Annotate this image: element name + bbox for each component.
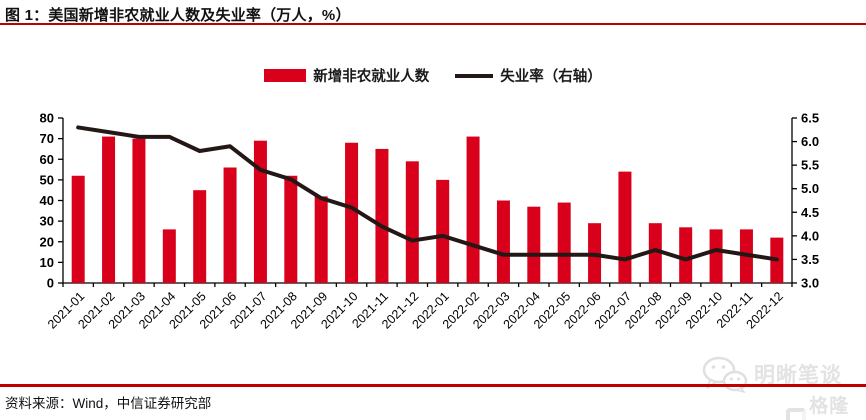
right-axis-label: 6.5 <box>801 111 819 126</box>
bar-2021-01 <box>71 175 85 283</box>
right-axis-label: 5.5 <box>801 158 819 173</box>
payrolls-unemployment-chart: 0 10 20 30 40 50 60 70 80 3.0 3.5 4.0 4.5 5.0 5.5 6.0 6.… <box>40 111 820 332</box>
bar-2021-11 <box>375 148 389 283</box>
left-axis-label: 80 <box>40 111 54 126</box>
data-source: 资料来源：Wind，中信证券研究部 <box>5 396 212 411</box>
unemployment-rate-line <box>76 125 779 262</box>
bar-2021-06 <box>223 167 237 283</box>
right-axis-label: 4.0 <box>801 228 819 243</box>
bar-2021-07 <box>253 140 267 283</box>
bar-2021-10 <box>345 142 359 283</box>
left-axis-label: 10 <box>40 255 54 270</box>
bar-2021-03 <box>132 138 146 283</box>
gelonghui-watermark: 格隆汇 <box>786 391 866 420</box>
left-axis-label: 60 <box>40 152 54 167</box>
bar-2021-02 <box>102 136 116 283</box>
left-axis-label: 30 <box>40 214 54 229</box>
line-series-label: 失业率（右轴） <box>500 69 602 85</box>
chart-legend: 新增非农就业人数 失业率（右轴） <box>0 65 866 86</box>
source-divider <box>0 384 866 387</box>
bar-series-swatch <box>264 69 307 82</box>
bar-2022-04 <box>527 206 541 283</box>
figure-title: 图 1：美国新增非农就业人数及失业率（万人，%） <box>5 7 351 24</box>
bar-2022-08 <box>648 223 662 283</box>
bar-2022-10 <box>709 229 723 283</box>
wechat-watermark: 明晰笔谈 <box>700 355 842 393</box>
bar-2021-05 <box>193 190 207 283</box>
gelonghui-logo-icon <box>786 407 807 420</box>
bar-2021-09 <box>314 196 328 283</box>
wechat-watermark-name: 明晰笔谈 <box>754 364 842 387</box>
line-series-swatch <box>455 73 494 78</box>
wechat-icon <box>702 356 748 393</box>
left-axis-label: 70 <box>40 131 54 146</box>
title-underline <box>0 23 866 25</box>
gelonghui-logo-text: 格隆汇 <box>809 396 850 417</box>
bar-2022-05 <box>557 202 571 283</box>
bar-2021-12 <box>405 161 419 283</box>
left-axis-label: 50 <box>40 172 54 187</box>
bar-2021-04 <box>162 229 176 283</box>
right-axis-label: 4.5 <box>801 205 819 220</box>
legend-item-bars: 新增非农就业人数 <box>264 65 429 86</box>
right-axis-label: 5.0 <box>801 181 819 196</box>
bar-2022-09 <box>679 227 693 283</box>
right-axis-label: 3.5 <box>801 252 819 267</box>
bar-series-label: 新增非农就业人数 <box>313 69 430 85</box>
bar-2022-01 <box>436 179 450 283</box>
legend-item-line: 失业率（右轴） <box>455 65 602 86</box>
bar-2022-02 <box>466 136 480 283</box>
left-axis-label: 40 <box>40 193 54 208</box>
right-axis-label: 6.0 <box>801 134 819 149</box>
left-axis-label: 20 <box>40 234 54 249</box>
bar-2022-07 <box>618 171 632 283</box>
right-axis-label: 3.0 <box>801 276 819 291</box>
bar-2021-08 <box>284 175 298 283</box>
left-axis-label: 0 <box>47 276 54 291</box>
bar-2022-03 <box>496 200 510 283</box>
